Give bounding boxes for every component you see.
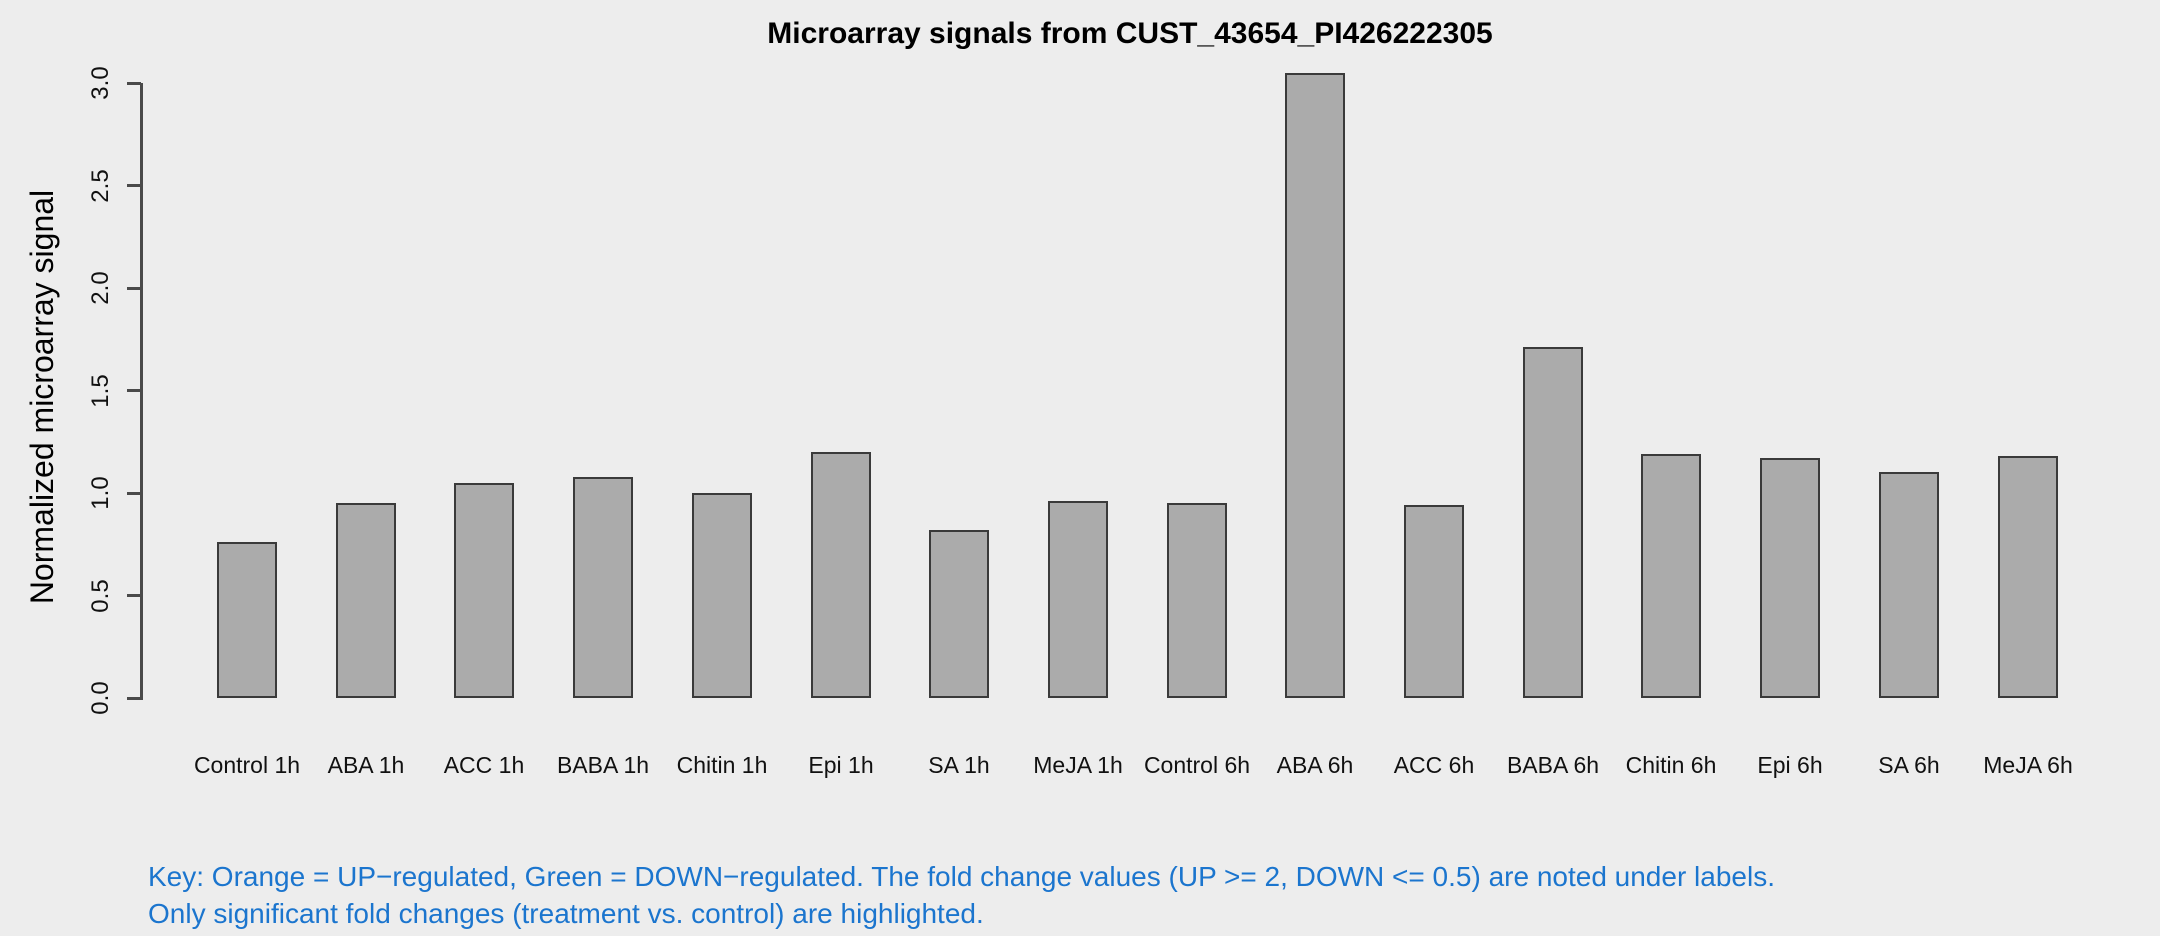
x-tick-label: SA 1h (928, 752, 990, 778)
y-tick-label: 2.0 (87, 271, 114, 305)
y-tick-label: 1.0 (87, 476, 114, 510)
x-tick-label: Epi 1h (808, 752, 874, 778)
x-tick-label: Chitin 1h (676, 752, 768, 778)
y-axis-tick (127, 491, 141, 495)
x-tick-label: Epi 6h (1757, 752, 1823, 778)
y-tick-label: 1.5 (87, 373, 114, 408)
y-axis-line (140, 83, 143, 700)
y-axis-tick (127, 389, 141, 392)
x-tick-label: BABA 6h (1506, 752, 1600, 778)
x-tick-label: MeJA 6h (1983, 752, 2073, 778)
x-tick-label: MeJA 1h (1033, 752, 1123, 778)
y-tick-label: 2.5 (87, 168, 114, 203)
x-tick-label: Chitin 6h (1625, 752, 1717, 778)
x-tick-label: ABA 1h (327, 752, 405, 778)
bar (1404, 505, 1464, 698)
x-tick-label: ACC 6h (1393, 752, 1475, 778)
x-tick-label: ACC 1h (443, 752, 525, 778)
x-tick-label: Control 1h (193, 752, 301, 778)
y-axis-tick (127, 696, 141, 700)
bar (811, 452, 871, 698)
x-tick-label: BABA 1h (556, 752, 650, 778)
x-tick-label: ABA 6h (1276, 752, 1354, 778)
bar (1760, 458, 1820, 698)
y-axis-tick (127, 286, 141, 290)
y-axis-tick (127, 81, 141, 85)
chart-title: Microarray signals from CUST_43654_PI426… (767, 17, 1493, 50)
bar (1998, 456, 2058, 698)
y-axis-title: Normalized microarray signal (24, 189, 60, 605)
bar (336, 503, 396, 698)
bar (929, 530, 989, 698)
bar (1285, 73, 1345, 698)
y-axis-tick (127, 184, 141, 187)
bar (1879, 472, 1939, 698)
bar (1167, 503, 1227, 698)
bar (1641, 454, 1701, 698)
key-text-line2: Only significant fold changes (treatment… (148, 898, 984, 929)
y-tick-label: 0.0 (87, 681, 114, 715)
x-tick-label: SA 6h (1878, 752, 1940, 778)
bar (454, 483, 514, 698)
bar (1048, 501, 1108, 698)
x-tick-label: Control 6h (1143, 752, 1251, 778)
key-text-line1: Key: Orange = UP−regulated, Green = DOWN… (148, 861, 1775, 892)
y-tick-label: 3.0 (87, 66, 114, 100)
y-axis-tick (127, 594, 141, 597)
bar (217, 542, 277, 698)
bar (573, 477, 633, 698)
bar (1523, 347, 1583, 698)
y-tick-label: 0.5 (87, 578, 114, 613)
bar (692, 493, 752, 698)
